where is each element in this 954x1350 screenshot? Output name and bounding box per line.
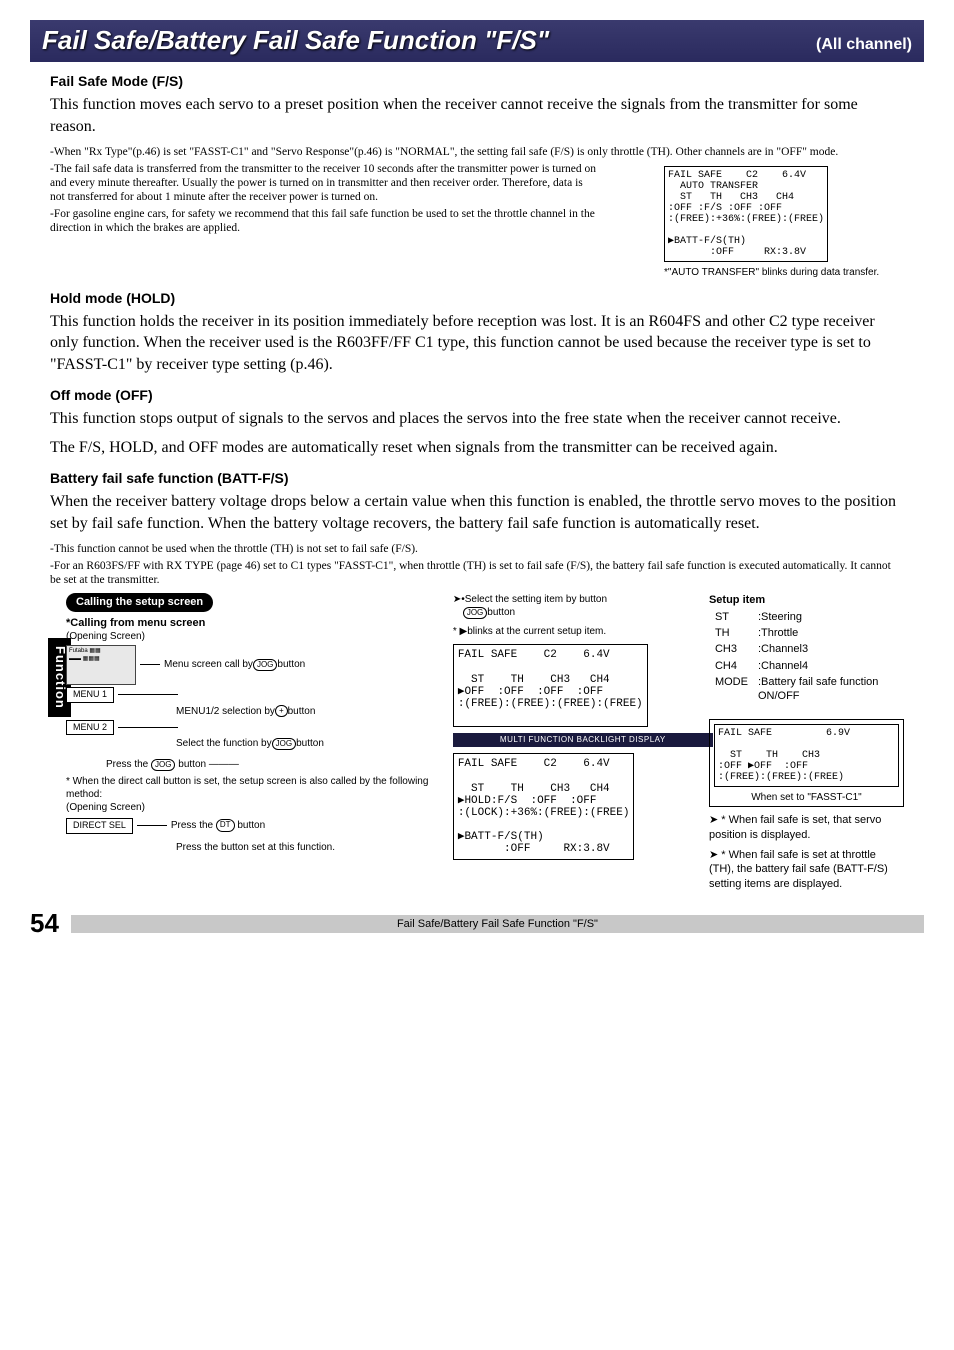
select-item-note: ➤•Select the setting item by button bbox=[453, 593, 701, 606]
menu12-sel-label: MENU1/2 selection by+button bbox=[176, 705, 443, 718]
page-number: 54 bbox=[30, 907, 59, 941]
page-subtitle: (All channel) bbox=[816, 35, 912, 56]
plus-button-icon: + bbox=[275, 705, 288, 717]
title-bar: Fail Safe/Battery Fail Safe Function "F/… bbox=[30, 20, 924, 62]
jog-button-icon-3: JOG bbox=[151, 759, 175, 771]
heading-hold: Hold mode (HOLD) bbox=[50, 289, 904, 307]
page-title: Fail Safe/Battery Fail Safe Function "F/… bbox=[42, 24, 549, 58]
setup-row: CH3:Channel3 bbox=[711, 642, 902, 656]
opening-screen-label-2: (Opening Screen) bbox=[66, 801, 443, 814]
flow-right-column: ➤•Select the setting item by button JOGb… bbox=[443, 593, 904, 897]
body-off-2: The F/S, HOLD, and OFF modes are automat… bbox=[50, 437, 904, 459]
heading-fs-mode: Fail Safe Mode (F/S) bbox=[50, 72, 904, 90]
setup-heading: Setup item bbox=[709, 593, 904, 607]
direct-call-note: * When the direct call button is set, th… bbox=[66, 775, 443, 801]
note-fs-2: -The fail safe data is transferred from … bbox=[50, 162, 597, 205]
press-jog-label: Press the JOG button ——— bbox=[106, 758, 443, 771]
dt-button-icon: DT bbox=[216, 819, 235, 831]
heading-off: Off mode (OFF) bbox=[50, 386, 904, 404]
jog-button-icon-4: JOG bbox=[463, 607, 487, 619]
call-from-menu-heading: *Calling from menu screen bbox=[66, 616, 443, 630]
footer: 54 Fail Safe/Battery Fail Safe Function … bbox=[30, 907, 924, 941]
annotation-2: ➤ * When fail safe is set at throttle (T… bbox=[709, 848, 904, 891]
menu-call-label: Menu screen call byJOGbutton bbox=[164, 658, 305, 671]
note-fs-3: -For gasoline engine cars, for safety we… bbox=[50, 207, 597, 236]
press-dt-label: Press the DT button bbox=[171, 819, 265, 832]
direct-sel-box: DIRECT SEL bbox=[66, 818, 133, 834]
setup-item-block: Setup item ST:Steering TH:Throttle CH3:C… bbox=[709, 593, 904, 705]
lcd-c1-box: FAIL SAFE 6.9V ST TH CH3 :OFF ▶OFF :OFF … bbox=[709, 719, 904, 807]
jog-button-icon: JOG bbox=[253, 659, 277, 671]
body-fs-mode: This function moves each servo to a pres… bbox=[50, 94, 904, 137]
pill-calling-setup: Calling the setup screen bbox=[66, 593, 213, 611]
footer-bar: Fail Safe/Battery Fail Safe Function "F/… bbox=[71, 915, 924, 933]
setup-row: ST:Steering bbox=[711, 610, 902, 624]
mini-screen-opening: Futaba ▦▦▬▬ ▦▦▦ bbox=[66, 645, 136, 685]
body-hold: This function holds the receiver in its … bbox=[50, 311, 904, 376]
setup-row: MODE:Battery fail safe function ON/OFF bbox=[711, 675, 902, 704]
lcd-auto-transfer-block: FAIL SAFE C2 6.4V AUTO TRANSFER ST TH CH… bbox=[664, 166, 904, 279]
note-batt-1: -This function cannot be used when the t… bbox=[50, 542, 904, 556]
menu2-box: MENU 2 bbox=[66, 720, 114, 736]
setup-row: TH:Throttle bbox=[711, 626, 902, 640]
lcd-main-2: FAIL SAFE C2 6.4V ST TH CH3 CH4 ▶HOLD:F/… bbox=[453, 753, 635, 860]
opening-screen-label: (Opening Screen) bbox=[66, 630, 443, 643]
select-fn-label: Select the function byJOGbutton bbox=[176, 737, 443, 750]
lcd-strip-label: MULTI FUNCTION BACKLIGHT DISPLAY bbox=[453, 733, 713, 747]
note-batt-2: -For an R603FS/FF with RX TYPE (page 46)… bbox=[50, 559, 904, 588]
annotation-1: ➤ * When fail safe is set, that servo po… bbox=[709, 813, 904, 842]
blink-note: * ▶blinks at the current setup item. bbox=[453, 625, 701, 638]
press-btn-set-label: Press the button set at this function. bbox=[176, 841, 443, 854]
lcd-c1: FAIL SAFE 6.9V ST TH CH3 :OFF ▶OFF :OFF … bbox=[714, 724, 899, 787]
note-fs-1: -When "Rx Type"(p.46) is set "FASST-C1" … bbox=[50, 145, 904, 159]
heading-batt: Battery fail safe function (BATT-F/S) bbox=[50, 469, 904, 487]
jog-button-icon-2: JOG bbox=[272, 738, 296, 750]
body-off-1: This function stops output of signals to… bbox=[50, 408, 904, 430]
lcd-auto-transfer: FAIL SAFE C2 6.4V AUTO TRANSFER ST TH CH… bbox=[664, 166, 828, 262]
lcd-main-1: FAIL SAFE C2 6.4V ST TH CH3 CH4 ▶OFF :OF… bbox=[453, 644, 648, 727]
lcd-caption: *"AUTO TRANSFER" blinks during data tran… bbox=[664, 266, 904, 279]
lcd-c1-caption: When set to "FASST-C1" bbox=[710, 791, 903, 804]
body-batt: When the receiver battery voltage drops … bbox=[50, 491, 904, 534]
flow-left-column: Calling the setup screen *Calling from m… bbox=[50, 593, 443, 897]
footer-text: Fail Safe/Battery Fail Safe Function "F/… bbox=[397, 917, 598, 931]
setup-row: CH4:Channel4 bbox=[711, 659, 902, 673]
menu1-box: MENU 1 bbox=[66, 687, 114, 703]
